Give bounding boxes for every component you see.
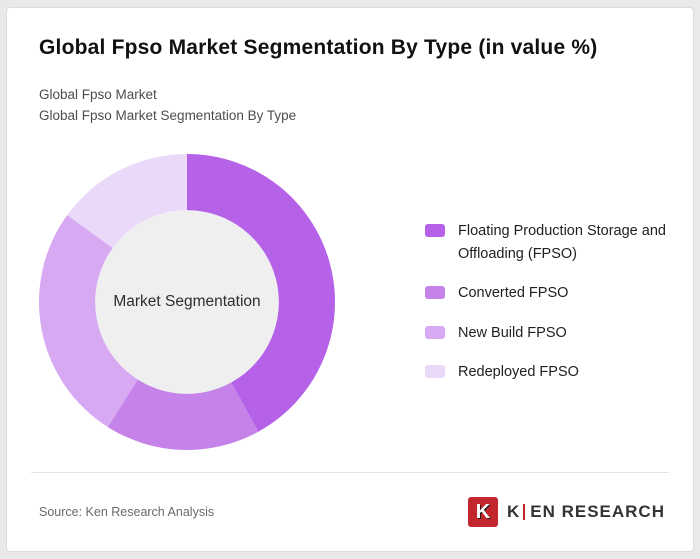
donut-chart: Market Segmentation (35, 150, 339, 454)
legend-item-3: Redeployed FPSO (425, 361, 675, 383)
chart-title: Global Fpso Market Segmentation By Type … (39, 36, 598, 59)
donut-segment-3 (67, 154, 187, 249)
chart-subtitle-1: Global Fpso Market (39, 87, 157, 102)
legend-swatch-icon (425, 365, 445, 379)
donut-segment-1 (107, 379, 259, 450)
footer: Source: Ken Research Analysis K K EN RES… (7, 473, 693, 551)
legend-label: New Build FPSO (458, 324, 567, 341)
logo-text-k: K (506, 502, 521, 521)
logo-red-bar-icon (523, 504, 526, 520)
donut-segment-0 (187, 154, 336, 432)
donut-center-circle (95, 210, 279, 394)
logo-text-rest: EN RESEARCH (530, 502, 665, 521)
ken-research-logo-text: K EN RESEARCH (507, 502, 665, 522)
legend-swatch-icon (425, 325, 445, 339)
chart-area: Market Segmentation Floating Production … (7, 126, 693, 472)
legend-label: Redeployed FPSO (458, 364, 579, 381)
logo-icon-letter: K (475, 501, 491, 523)
legend-item-2: New Build FPSO (425, 322, 675, 344)
legend-label: Converted FPSO (458, 285, 569, 302)
chart-legend: Floating Production Storage and Offloadi… (425, 220, 675, 383)
ken-research-logo: K K EN RESEARCH (467, 497, 665, 527)
legend-swatch-icon (425, 286, 445, 300)
source-text: Source: Ken Research Analysis (39, 505, 215, 519)
legend-item-1: Converted FPSO (425, 282, 675, 304)
legend-item-0: Floating Production Storage and Offloadi… (425, 220, 675, 265)
legend-label: Floating Production Storage and Offloadi… (458, 223, 666, 262)
card-header: Global Fpso Market Segmentation By Type … (7, 8, 693, 126)
donut-center-label: Market Segmentation (113, 293, 261, 310)
chart-subtitle-2: Global Fpso Market Segmentation By Type (39, 108, 297, 123)
legend-swatch-icon (425, 224, 445, 238)
donut-svg (38, 154, 336, 450)
donut-segment-2 (38, 215, 138, 427)
footer-divider (31, 472, 669, 473)
ken-research-logo-icon: K (467, 497, 498, 527)
infographic-card: Global Fpso Market Segmentation By Type … (6, 7, 694, 552)
